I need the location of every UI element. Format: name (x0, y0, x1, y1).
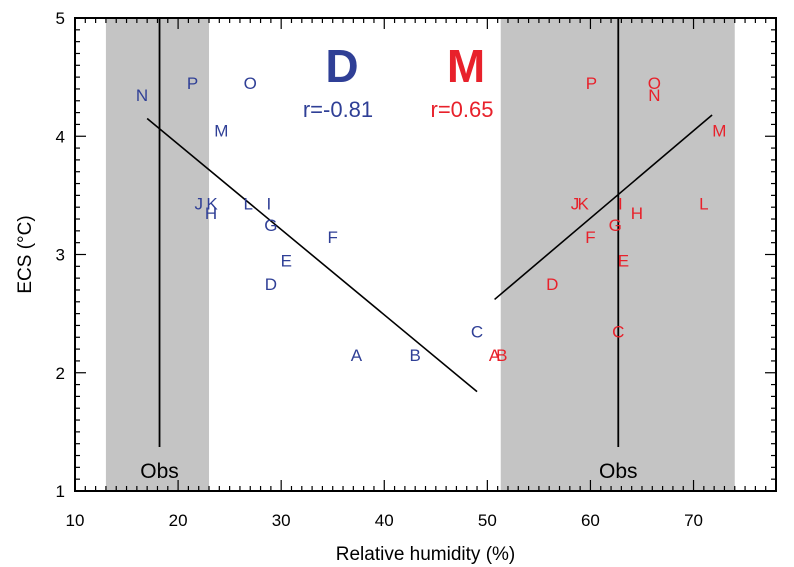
ticks-layer: 10 20 30 40 50 60 70 1 2 3 4 5 (56, 9, 777, 530)
point-m-l: L (699, 195, 708, 214)
point-d-b: B (410, 346, 421, 365)
point-d-n: N (136, 86, 148, 105)
point-d-f: F (328, 228, 338, 247)
point-m-c: C (612, 322, 624, 341)
point-m-g: G (609, 216, 622, 235)
point-m-i: I (618, 195, 623, 214)
point-d-p: P (187, 74, 198, 93)
point-m-d: D (546, 275, 558, 294)
point-m-m: M (712, 121, 726, 140)
x-axis-title: Relative humidity (%) (336, 544, 516, 565)
point-d-a: A (351, 346, 363, 365)
point-d-o: O (244, 74, 257, 93)
x-tick-label-40: 40 (375, 511, 394, 530)
point-m-p: P (586, 74, 597, 93)
point-m-n: N (648, 86, 660, 105)
point-m-a: A (489, 346, 501, 365)
y-tick-label-2: 2 (56, 364, 65, 383)
x-tick-label-20: 20 (169, 511, 188, 530)
x-tick-label-70: 70 (684, 511, 703, 530)
y-tick-label-3: 3 (56, 246, 65, 265)
y-tick-label-4: 4 (56, 127, 65, 146)
regression-lines-layer (146, 114, 713, 393)
point-d-l: L (243, 195, 252, 214)
point-m-o: O (648, 74, 661, 93)
regression-line-m (494, 114, 713, 301)
group-header-d: D (325, 40, 358, 92)
point-d-k: K (206, 195, 218, 214)
point-m-h: H (631, 204, 643, 223)
y-tick-label-5: 5 (56, 9, 65, 28)
group-r-m: r=0.65 (431, 97, 494, 122)
point-d-c: C (471, 322, 483, 341)
point-d-h: H (205, 204, 217, 223)
group-headers-layer: Dr=-0.81 Mr=0.65 (303, 40, 494, 122)
x-tick-label-30: 30 (272, 511, 291, 530)
x-tick-label-10: 10 (66, 511, 85, 530)
y-tick-label-1: 1 (56, 482, 65, 501)
point-m-k: K (578, 195, 590, 214)
point-d-d: D (265, 275, 277, 294)
point-m-j: J (571, 195, 580, 214)
y-axis-title: ECS (°C) (15, 215, 36, 293)
obs-label-2: Obs (599, 460, 638, 483)
point-d-g: G (264, 216, 277, 235)
point-d-m: M (214, 121, 228, 140)
x-tick-label-60: 60 (581, 511, 600, 530)
point-d-e: E (281, 251, 292, 270)
point-m-b: B (496, 346, 507, 365)
obs-band-1 (105, 18, 210, 491)
point-m-e: E (618, 251, 629, 270)
regression-line-d (146, 117, 478, 393)
obs-label-1: Obs (140, 460, 179, 483)
group-header-m: M (447, 40, 485, 92)
group-r-d: r=-0.81 (303, 97, 373, 122)
x-tick-label-50: 50 (478, 511, 497, 530)
point-d-j: J (194, 195, 203, 214)
point-m-f: F (585, 228, 595, 247)
obs-bands-layer: Obs Obs (105, 18, 735, 491)
point-d-i: I (266, 195, 271, 214)
